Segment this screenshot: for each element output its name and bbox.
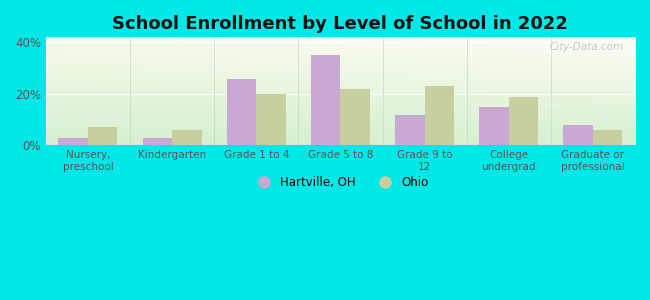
Bar — [88, 128, 118, 146]
Bar — [311, 55, 341, 146]
Bar — [395, 115, 424, 146]
Bar — [58, 138, 88, 146]
Title: School Enrollment by Level of School in 2022: School Enrollment by Level of School in … — [112, 15, 568, 33]
Bar — [256, 94, 286, 146]
Bar — [479, 107, 509, 146]
Bar — [341, 89, 370, 146]
Legend: Hartville, OH, Ohio: Hartville, OH, Ohio — [247, 171, 434, 194]
Bar — [172, 130, 202, 146]
Bar — [142, 138, 172, 146]
Bar — [509, 97, 538, 146]
Bar — [564, 125, 593, 146]
Bar — [424, 86, 454, 146]
Bar — [593, 130, 623, 146]
Bar — [227, 79, 256, 146]
Text: City-Data.com: City-Data.com — [549, 42, 623, 52]
